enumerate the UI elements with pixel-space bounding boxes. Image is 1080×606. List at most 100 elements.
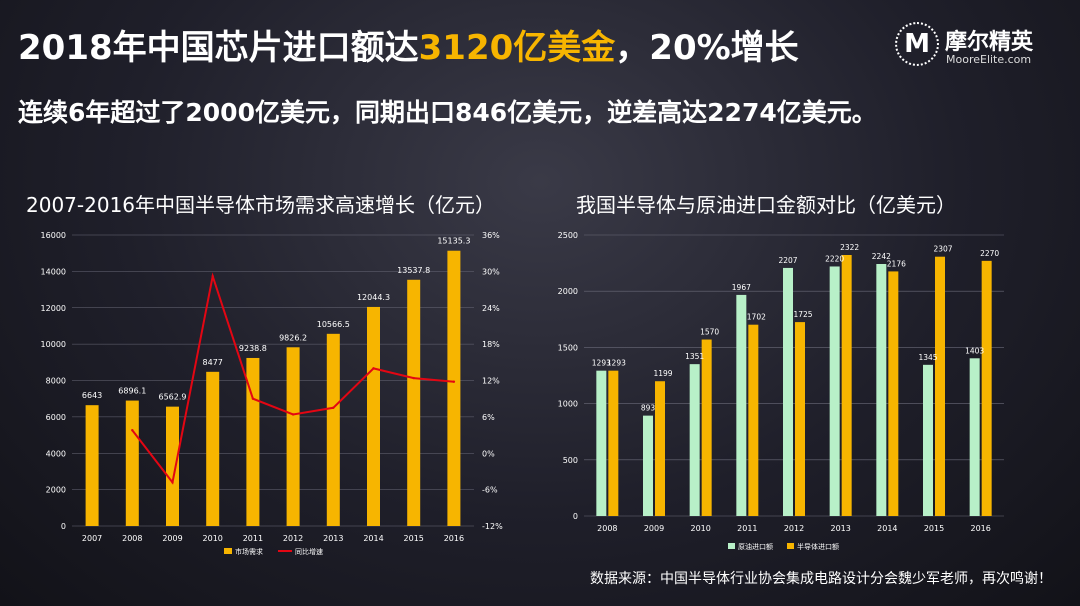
x-tick-label: 2016 (970, 524, 990, 533)
x-tick-label: 2013 (830, 524, 850, 533)
x-tick-label: 2013 (323, 534, 343, 543)
legend-swatch-crude-oil (728, 543, 735, 549)
bar-data-label: 1293 (607, 359, 626, 368)
bar-market-demand (367, 306, 380, 526)
data-source: 数据来源：中国半导体行业协会集成电路设计分会魏少军老师，再次鸣谢！ (590, 571, 1052, 587)
x-tick-label: 2012 (283, 534, 303, 543)
bar-crude-oil-import (923, 364, 933, 516)
bar-data-label: 1725 (793, 310, 812, 319)
bar-data-label: 2270 (980, 249, 999, 258)
bar-data-label: 12044.3 (357, 293, 390, 302)
y-tick-label: 4000 (46, 449, 66, 458)
bar-crude-oil-import (876, 263, 887, 516)
legend-swatch-market-demand (224, 548, 232, 554)
logo-badge-icon: M (895, 22, 939, 66)
bar-market-demand (85, 405, 99, 526)
bar-semiconductor-import (608, 370, 619, 516)
bar-market-demand (447, 250, 461, 526)
y2-tick-label: 36% (482, 231, 500, 240)
bar-data-label: 2307 (933, 245, 952, 254)
y2-tick-label: -6% (482, 486, 498, 495)
bar-data-label: 1403 (965, 346, 984, 355)
legend-swatch-semiconductor (787, 543, 794, 549)
x-tick-label: 2015 (924, 524, 944, 533)
bar-crude-oil-import (783, 267, 793, 516)
growth-rate-point (131, 429, 134, 432)
bar-data-label: 1199 (653, 369, 672, 378)
legend-label-crude-oil: 原油进口额 (738, 542, 773, 551)
chart2-title: 我国半导体与原油进口金额对比（亿美元） (576, 193, 956, 217)
growth-rate-point (251, 397, 255, 400)
bar-data-label: 2242 (872, 252, 891, 261)
bar-semiconductor-import (935, 256, 945, 516)
y-tick-label: 2500 (558, 231, 578, 240)
bar-market-demand (206, 371, 220, 526)
bar-semiconductor-import (888, 271, 899, 516)
y-tick-label: 10000 (41, 340, 66, 349)
growth-rate-point (171, 481, 174, 484)
legend-label-semiconductor: 半导体进口额 (797, 542, 839, 551)
bar-market-demand (326, 333, 340, 526)
logo: M 摩尔精英 MooreElite.com (895, 22, 1065, 68)
headline-part1: 2018年中国芯片进口额达 (18, 28, 419, 68)
growth-rate-point (452, 380, 456, 383)
subline: 连续6年超过了2000亿美元，同期出口846亿美元，逆差高达2274亿美元。 (18, 98, 877, 127)
bar-market-demand (407, 279, 421, 526)
bar-semiconductor-import (655, 381, 665, 516)
x-tick-label: 2012 (784, 524, 804, 533)
legend-label-market-demand: 市场需求 (235, 547, 263, 556)
headline-highlight: 3120亿美金 (418, 28, 616, 68)
headline-part2: ，20%增长 (615, 28, 799, 68)
logo-name-en: MooreElite.com (946, 53, 1032, 66)
bar-semiconductor-import (748, 324, 759, 516)
bar-crude-oil-import (736, 294, 747, 516)
y2-tick-label: -12% (482, 522, 503, 531)
x-tick-label: 2011 (737, 524, 757, 533)
y-tick-label: 0 (61, 522, 66, 531)
y-tick-label: 16000 (41, 231, 66, 240)
market-demand-chart: 0 2000 4000 6000 8000 10000 12000 14000 16000 -12… (41, 231, 504, 556)
bar-data-label: 2220 (825, 254, 844, 263)
bar-market-demand (286, 347, 300, 526)
x-tick-label: 2008 (122, 534, 142, 543)
bar-semiconductor-import (841, 255, 852, 516)
growth-rate-point (332, 406, 335, 409)
x-tick-label: 2009 (644, 524, 664, 533)
headline: 2018年中国芯片进口额达3120亿美金，20%增长 (18, 20, 799, 69)
x-tick-label: 2008 (597, 524, 617, 533)
growth-rate-point (372, 367, 375, 370)
growth-rate-point (291, 413, 295, 416)
x-tick-label: 2014 (363, 534, 383, 543)
bar-data-label: 2176 (887, 259, 906, 268)
bar-data-label: 8477 (203, 358, 223, 367)
x-tick-label: 2009 (162, 534, 182, 543)
y2-tick-label: 30% (482, 267, 500, 276)
bar-data-label: 1351 (685, 352, 704, 361)
bar-semiconductor-import (701, 339, 712, 516)
bar-data-label: 9826.2 (279, 333, 307, 342)
bar-data-label: 1967 (732, 283, 751, 292)
bar-market-demand (166, 406, 179, 526)
y-tick-label: 1000 (558, 400, 578, 409)
chart1-title: 2007-2016年中国半导体市场需求高速增长（亿元） (26, 193, 496, 217)
growth-rate-point (412, 376, 415, 380)
x-tick-label: 2015 (404, 534, 424, 543)
bar-data-label: 6896.1 (118, 387, 146, 396)
bar-crude-oil-import (829, 266, 840, 516)
x-tick-label: 2014 (877, 524, 897, 533)
bar-crude-oil-import (596, 370, 607, 516)
y-tick-label: 2000 (558, 287, 578, 296)
bar-data-label: 1345 (918, 353, 937, 362)
y2-tick-label: 12% (482, 377, 500, 386)
y2-tick-label: 6% (482, 413, 495, 422)
bar-semiconductor-import (981, 260, 992, 516)
bar-data-label: 15135.3 (437, 237, 470, 246)
bar-market-demand (125, 400, 139, 526)
y-tick-label: 500 (563, 456, 578, 465)
bar-crude-oil-import (689, 364, 700, 516)
bar-semiconductor-import (795, 322, 805, 516)
y-tick-label: 6000 (46, 413, 66, 422)
bar-data-label: 13537.8 (397, 266, 430, 275)
y-tick-label: 14000 (41, 267, 66, 276)
